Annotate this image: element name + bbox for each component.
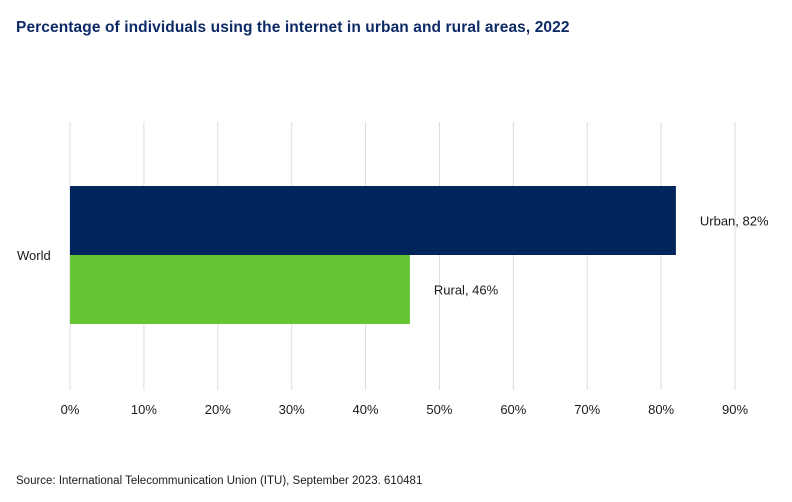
x-tick-label-10: 10%	[131, 402, 157, 417]
x-tick-label-50: 50%	[426, 402, 452, 417]
x-tick-label-90: 90%	[722, 402, 748, 417]
x-tick-label-0: 0%	[61, 402, 80, 417]
data-label-urban: Urban, 82%	[700, 214, 769, 229]
x-tick-label-60: 60%	[500, 402, 526, 417]
source-note: Source: International Telecommunication …	[16, 475, 423, 487]
x-tick-label-70: 70%	[574, 402, 600, 417]
x-tick-label-80: 80%	[648, 402, 674, 417]
x-tick-label-40: 40%	[353, 402, 379, 417]
data-label-rural: Rural, 46%	[434, 283, 499, 298]
category-label-world: World	[17, 248, 51, 263]
x-tick-label-20: 20%	[205, 402, 231, 417]
x-tick-label-30: 30%	[279, 402, 305, 417]
bar-chart: Urban, 82% Rural, 46% World 0% 10% 20% 30% 40% 5…	[17, 122, 769, 417]
chart-title: Percentage of individuals using the inte…	[16, 19, 570, 36]
bar-urban-world	[70, 186, 676, 255]
bar-rural-world	[70, 255, 410, 324]
